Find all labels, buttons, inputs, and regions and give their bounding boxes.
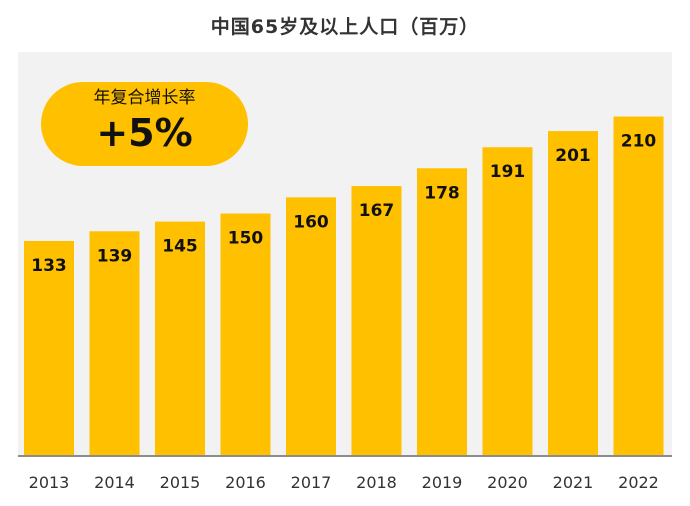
x-tick-label-2013: 2013: [29, 473, 70, 492]
data-label-2019: 178: [424, 183, 460, 203]
bars-layer: 133 139 145 150 160 167 178 191 201 210: [24, 116, 664, 457]
bar-2017: [286, 197, 336, 456]
bar-2016: [220, 213, 271, 456]
data-label-2020: 191: [490, 162, 526, 182]
x-tick-label-2014: 2014: [94, 473, 135, 492]
x-tick-label-2018: 2018: [356, 473, 397, 492]
x-tick-label-2019: 2019: [422, 473, 463, 492]
bar-2019: [417, 168, 467, 456]
x-tick-label-2020: 2020: [487, 473, 528, 492]
bar-2013: [24, 241, 74, 456]
data-label-2022: 210: [621, 132, 657, 152]
bar-2018: [351, 186, 402, 456]
x-tick-label-2022: 2022: [618, 473, 659, 492]
cagr-label: 年复合增长率: [93, 88, 196, 108]
tick-labels-layer: 2013 2014 2015 2016 2017 2018 2019 2020 2021 2022: [29, 473, 659, 492]
data-label-2016: 150: [228, 229, 264, 249]
bar-2022: [613, 116, 664, 457]
x-tick-label-2017: 2017: [291, 473, 332, 492]
data-label-2014: 139: [97, 246, 133, 266]
cagr-value: +5%: [96, 111, 193, 155]
x-tick-label-2021: 2021: [553, 473, 594, 492]
bar-2014: [89, 231, 140, 456]
chart-title: 中国65岁及以上人口（百万）: [210, 16, 480, 38]
x-tick-label-2016: 2016: [225, 473, 266, 492]
bar-2020: [482, 147, 533, 456]
data-label-2021: 201: [555, 146, 591, 166]
data-label-2018: 167: [359, 201, 395, 221]
data-label-2015: 145: [162, 237, 198, 257]
cagr-badge: 年复合增长率 +5%: [41, 82, 248, 166]
data-label-2013: 133: [31, 256, 67, 276]
bar-2021: [548, 131, 598, 456]
x-tick-label-2015: 2015: [160, 473, 201, 492]
bar-2015: [155, 221, 205, 456]
data-label-2017: 160: [293, 212, 329, 232]
